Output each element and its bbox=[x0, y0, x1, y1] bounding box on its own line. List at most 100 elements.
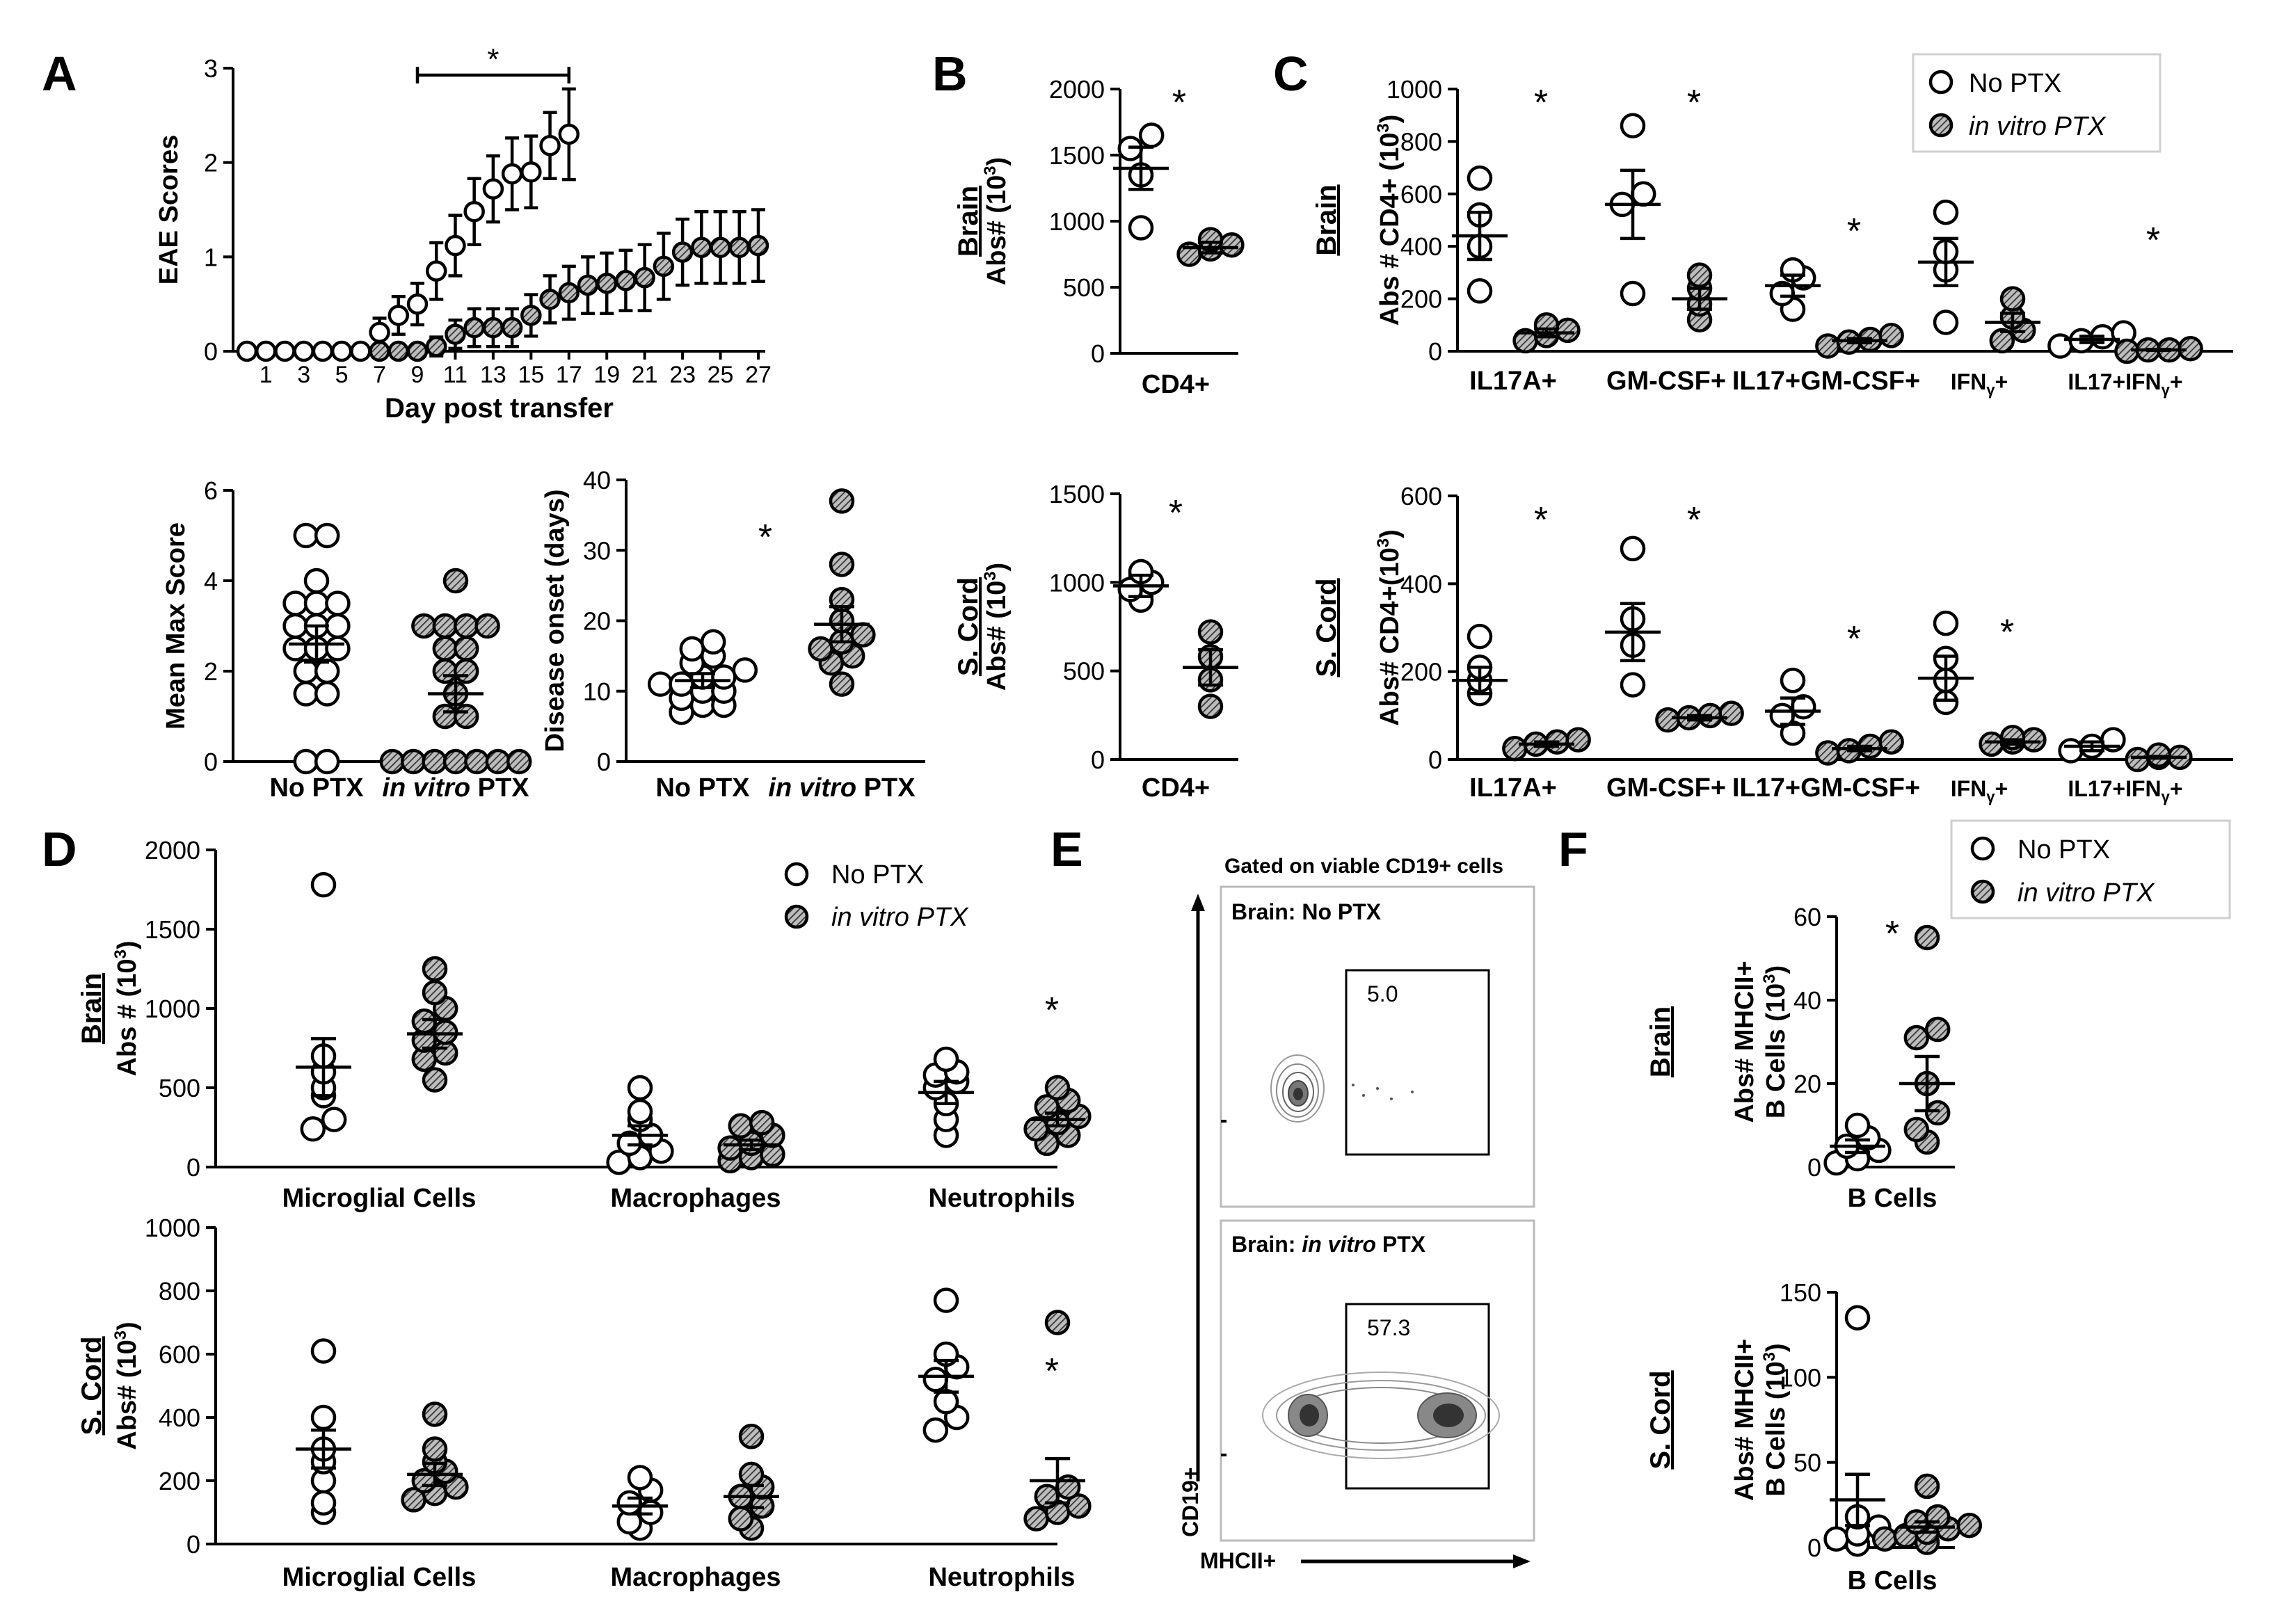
point-no-ptx bbox=[314, 748, 340, 775]
point-in-vitro-ptx bbox=[406, 340, 429, 362]
significance-star: * bbox=[1169, 493, 1183, 533]
x-tick-label: 11 bbox=[443, 362, 468, 388]
point-in-vitro-ptx bbox=[432, 1040, 458, 1066]
point-no-ptx bbox=[1844, 1305, 1871, 1330]
point-in-vitro-ptx bbox=[442, 568, 469, 594]
point-in-vitro-ptx bbox=[829, 671, 855, 697]
y-axis-label: Mean Max Score bbox=[161, 522, 191, 730]
significance-star: * bbox=[2146, 220, 2160, 261]
panel-letter-b: B bbox=[932, 47, 968, 101]
point-in-vitro-ptx bbox=[1878, 323, 1904, 348]
legend-f-in-vitro-ptx: in vitro PTX bbox=[2018, 878, 2155, 908]
legend-c-hatched-marker bbox=[1928, 113, 1954, 138]
x-tick-label: 9 bbox=[411, 362, 424, 388]
point-in-vitro-ptx bbox=[422, 1436, 448, 1462]
point-no-ptx bbox=[520, 161, 542, 183]
legend-d-in-vitro-ptx: in vitro PTX bbox=[831, 903, 969, 932]
y-tick-label: 1500 bbox=[1049, 141, 1105, 170]
category-label: IL17+IFNγ+ bbox=[2068, 776, 2182, 805]
category-label: B Cells bbox=[1848, 1184, 1938, 1213]
point-no-ptx bbox=[933, 1287, 959, 1313]
point-no-ptx bbox=[314, 658, 340, 684]
y-tick-label: 600 bbox=[159, 1340, 200, 1369]
category-label: Neutrophils bbox=[928, 1563, 1075, 1592]
point-no-ptx bbox=[293, 522, 319, 549]
point-in-vitro-ptx bbox=[1989, 328, 2015, 354]
flow-x-arrowhead bbox=[1513, 1554, 1531, 1568]
point-no-ptx bbox=[1467, 623, 1493, 650]
legend-c-open-marker bbox=[1928, 70, 1954, 95]
flow-top-plot-frame bbox=[1220, 885, 1535, 1208]
significance-star: * bbox=[758, 517, 772, 558]
panel-letter-d: D bbox=[42, 822, 77, 876]
point-in-vitro-ptx bbox=[829, 552, 855, 577]
chart-cord-b-cells: 0 50 100 150 Abs# MHCII+ B Cells (103) S. Cord… bbox=[1645, 1278, 1983, 1595]
point-in-vitro-ptx bbox=[1655, 707, 1681, 733]
point-no-ptx bbox=[330, 340, 353, 362]
panel-letter-f: F bbox=[1558, 822, 1588, 876]
y-axis-label-line2: B Cells (103) bbox=[1760, 1343, 1791, 1496]
y-axis-label-line2: B Cells (103) bbox=[1760, 965, 1791, 1118]
y-tick-label: 0 bbox=[1091, 746, 1105, 774]
panel-letter-c: C bbox=[1273, 47, 1309, 101]
y-tick-label: 30 bbox=[583, 536, 611, 565]
point-in-vitro-ptx bbox=[369, 340, 390, 362]
y-tick-label: 60 bbox=[1793, 903, 1821, 931]
point-no-ptx bbox=[300, 1116, 326, 1142]
point-no-ptx bbox=[616, 1490, 643, 1516]
category-label: No PTX bbox=[655, 773, 750, 803]
point-no-ptx bbox=[539, 134, 561, 156]
point-in-vitro-ptx bbox=[453, 613, 479, 639]
significance-star: * bbox=[1045, 1351, 1059, 1392]
chart-cord-cytokines: 0 200 400 600 Abs# CD4+(103) S. Cord IL17A+ * GM… bbox=[1311, 482, 2233, 805]
flow-bottom-population bbox=[1262, 1372, 1500, 1459]
point-no-ptx bbox=[325, 636, 351, 661]
point-no-ptx bbox=[732, 657, 758, 683]
point-no-ptx bbox=[700, 629, 726, 655]
point-in-vitro-ptx bbox=[1815, 740, 1841, 766]
point-no-ptx bbox=[1933, 309, 1959, 335]
significance-star: * bbox=[1534, 83, 1548, 123]
point-in-vitro-ptx bbox=[432, 613, 458, 639]
point-no-ptx bbox=[293, 748, 319, 775]
y-tick-label: 20 bbox=[583, 607, 611, 636]
y-tick-label: 1000 bbox=[145, 1214, 200, 1242]
y-tick-label: 0 bbox=[1807, 1534, 1821, 1562]
y-tick-label: 500 bbox=[159, 1074, 200, 1102]
point-no-ptx bbox=[293, 340, 314, 362]
point-no-ptx bbox=[255, 340, 277, 362]
y-tick-label: 0 bbox=[186, 1530, 200, 1559]
chart-cord-myeloid: 0 200 400 600 800 1000 Abs# (103)S. Cord Microg… bbox=[77, 1214, 1092, 1592]
legend-d: No PTX in vitro PTX bbox=[784, 860, 969, 932]
point-no-ptx bbox=[274, 340, 296, 362]
point-in-vitro-ptx bbox=[422, 748, 447, 775]
y-tick-label: 800 bbox=[159, 1277, 200, 1305]
point-no-ptx bbox=[1467, 278, 1493, 304]
point-no-ptx bbox=[679, 636, 705, 662]
point-in-vitro-ptx bbox=[1197, 693, 1224, 719]
category-label: GM-CSF+ bbox=[1606, 773, 1726, 803]
point-no-ptx bbox=[1933, 199, 1959, 225]
category-label: IFNγ+ bbox=[1951, 369, 2008, 399]
category-label: B Cells bbox=[1848, 1566, 1938, 1595]
category-label: Microglial Cells bbox=[282, 1563, 477, 1592]
flow-top-gate bbox=[1345, 969, 1490, 1156]
point-no-ptx bbox=[558, 123, 580, 145]
flow-title: Gated on viable CD19+ cells bbox=[1224, 855, 1503, 878]
point-in-vitro-ptx bbox=[1555, 317, 1581, 344]
x-tick-label: 27 bbox=[745, 362, 772, 388]
y-tick-label: 0 bbox=[1091, 339, 1105, 368]
point-no-ptx bbox=[310, 1338, 337, 1364]
point-no-ptx bbox=[282, 590, 308, 616]
point-no-ptx bbox=[350, 340, 371, 362]
y-axis-label: Abs # CD4+ (103) bbox=[1374, 115, 1405, 326]
region-label: Brain bbox=[1311, 184, 1342, 255]
x-tick-label: 13 bbox=[480, 362, 506, 388]
legend-d-open-marker bbox=[784, 862, 809, 887]
point-no-ptx bbox=[627, 1465, 653, 1490]
point-in-vitro-ptx bbox=[850, 622, 876, 648]
significance-star: * bbox=[2000, 613, 2014, 653]
point-in-vitro-ptx bbox=[506, 748, 532, 775]
point-in-vitro-ptx bbox=[432, 1019, 458, 1045]
